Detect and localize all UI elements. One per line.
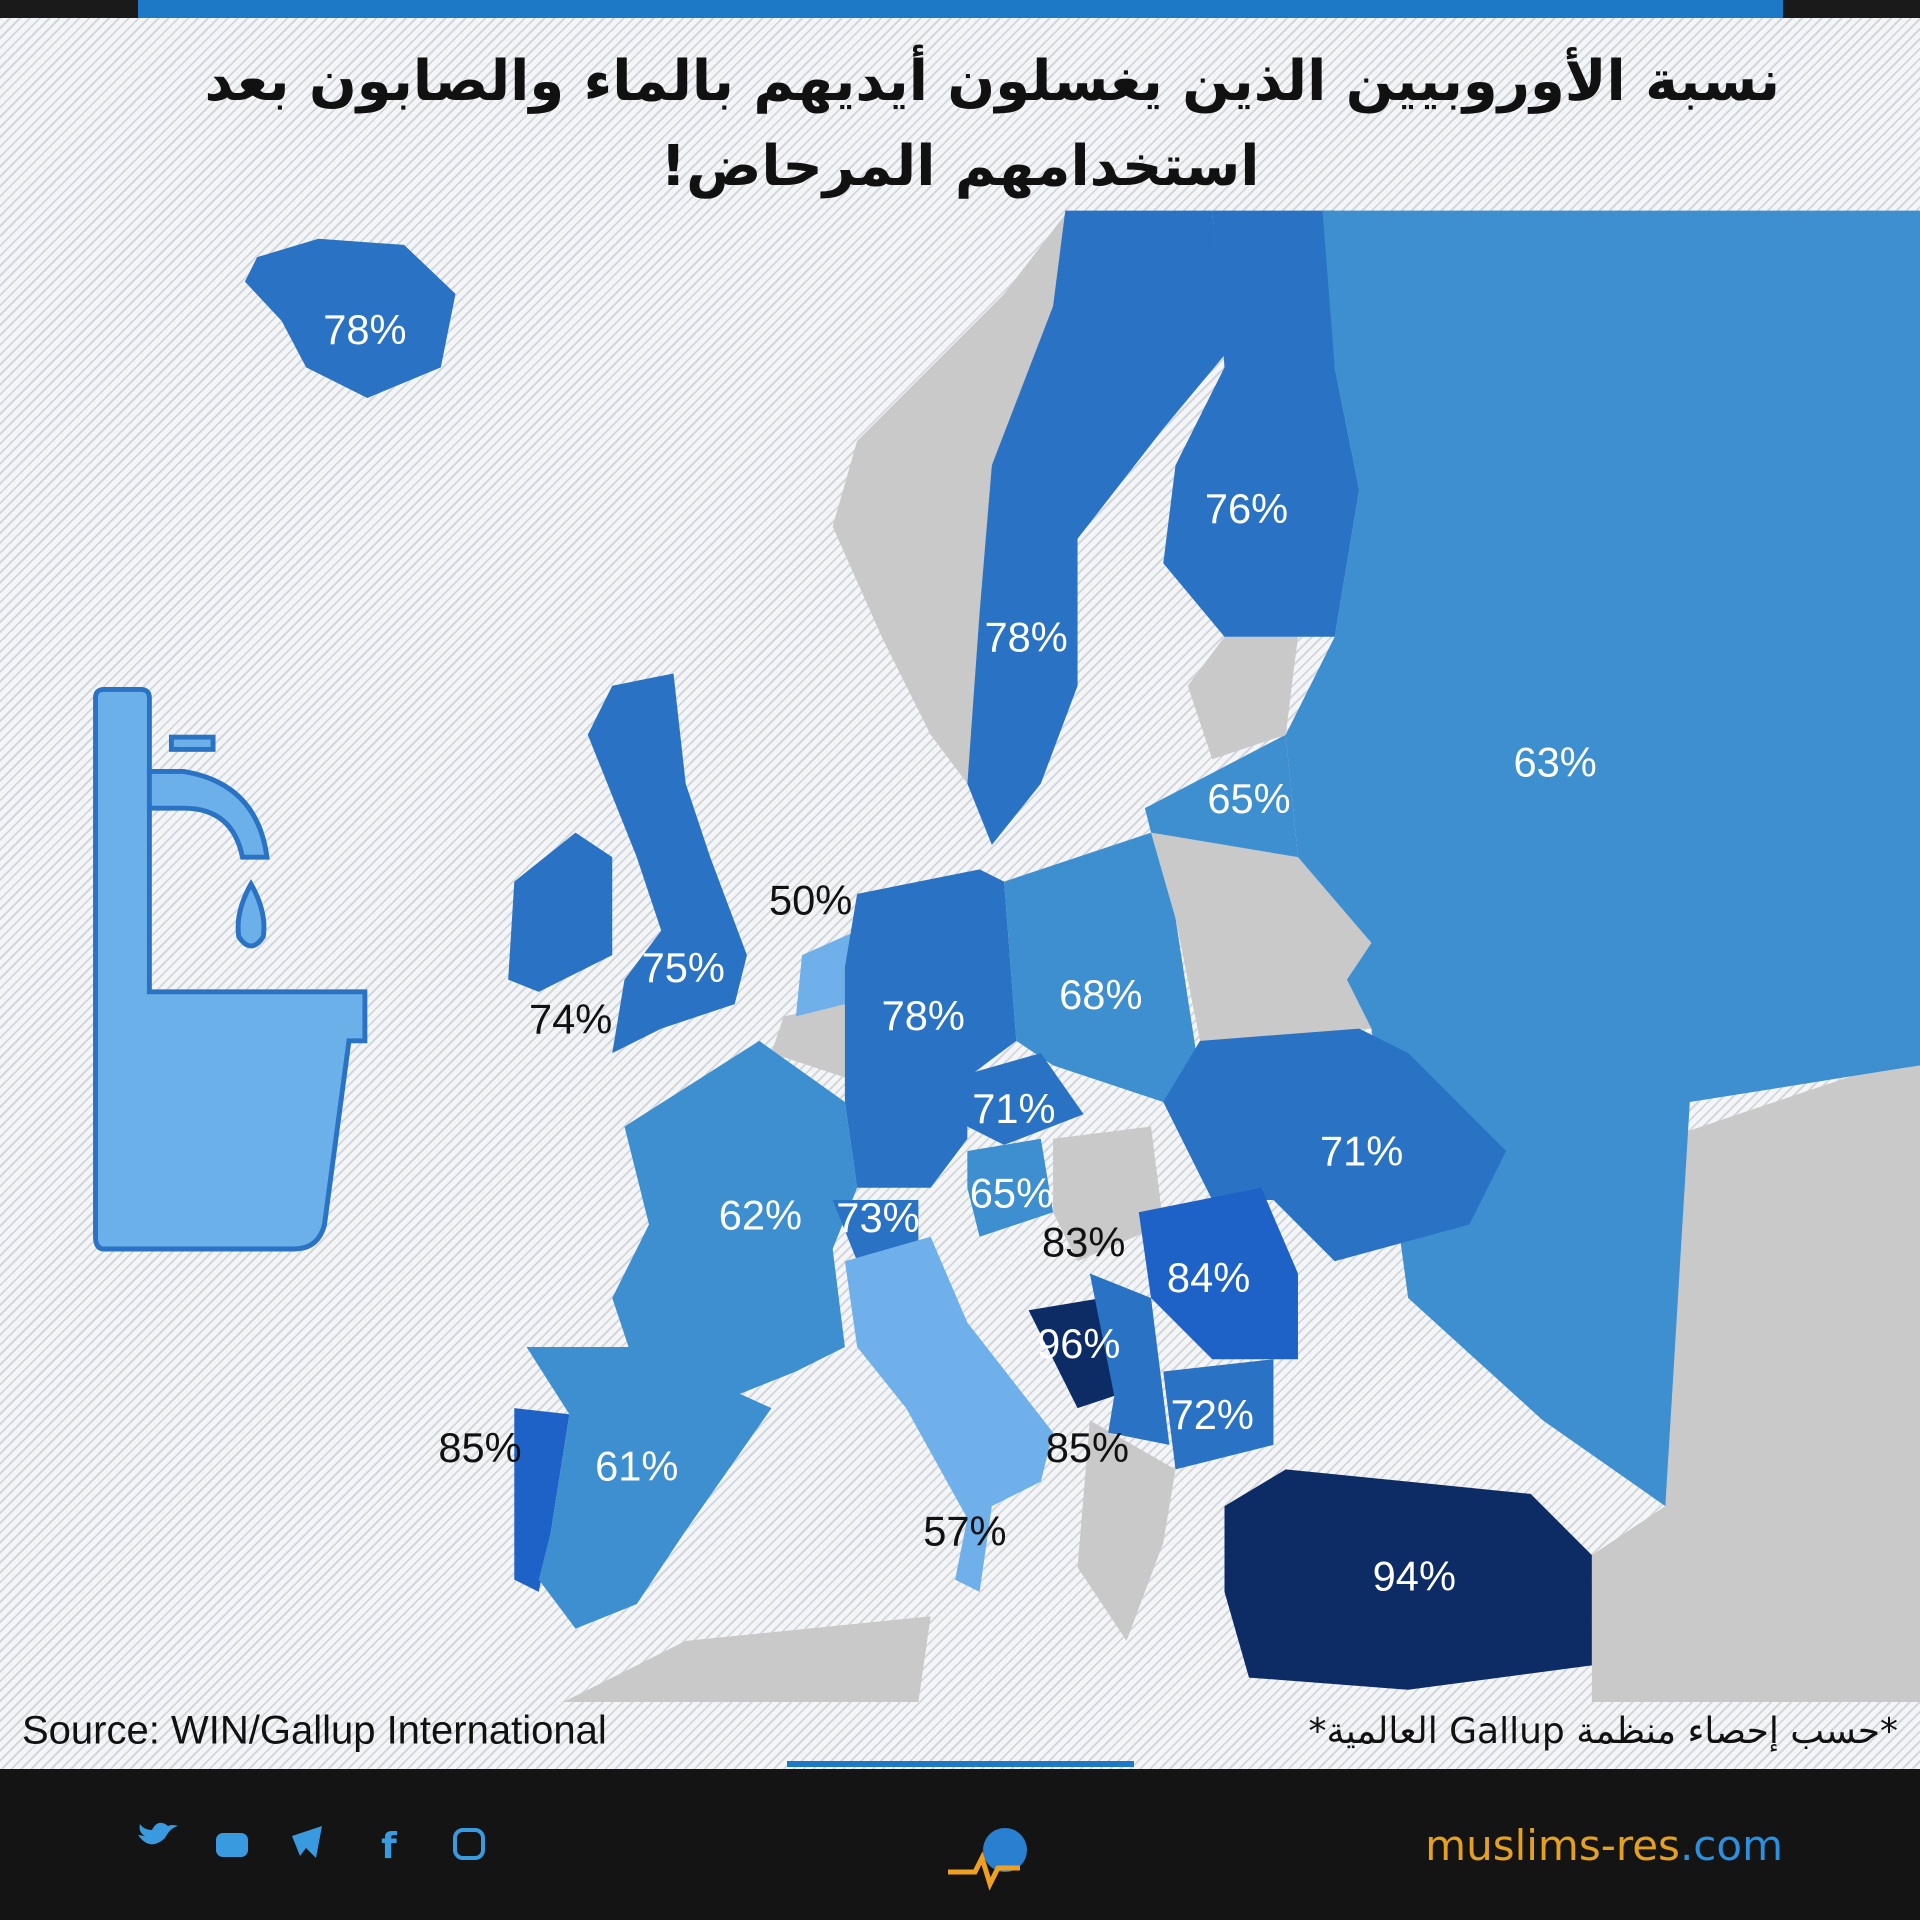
percent-label: 57% [923,1507,1006,1554]
country [844,869,1017,1188]
percent-label: 73% [836,1194,919,1241]
percent-label: 78% [984,613,1067,660]
percent-label: 71% [1320,1128,1403,1175]
country [1163,1359,1274,1470]
percent-label: 71% [972,1085,1055,1132]
source: Source: WIN/Gallup International [22,1709,607,1753]
country [1163,1028,1507,1262]
country [1144,734,1298,858]
percent-label: 94% [1373,1553,1456,1600]
percent-label: 78% [323,306,406,353]
twitter-icon[interactable] [138,1822,178,1845]
country [244,238,456,398]
title-line: استخدامهم المرحاض! [661,134,1260,199]
country [955,1053,1084,1145]
country [1028,1297,1115,1409]
percent-label: 63% [1513,738,1596,785]
country [832,1200,919,1262]
website-name[interactable]: muslims-res [1425,1821,1680,1870]
country [1053,1126,1164,1262]
telegram-icon[interactable] [292,1826,322,1858]
country [1004,832,1201,1103]
percent-label: 85% [438,1424,521,1471]
country [508,832,613,992]
country [967,1138,1054,1237]
logo [948,1828,1027,1891]
country [844,1236,1054,1592]
facebook-icon[interactable]: f [381,1826,397,1867]
percent-label: 65% [970,1169,1053,1216]
percent-label: 72% [1171,1391,1254,1438]
country [526,1346,772,1629]
percent-label: 74% [529,995,612,1042]
top-accent [138,0,1783,18]
instagram-icon[interactable] [453,1828,485,1860]
youtube-icon[interactable] [216,1833,248,1857]
country [1163,210,1360,637]
percent-label: 61% [595,1442,678,1489]
percent-label: 65% [1207,775,1290,822]
footer [0,1769,1920,1920]
country [612,1040,858,1396]
percent-label: 96% [1037,1320,1120,1367]
note: *حسب إحصاء منظمة Gallup العالمية* [1308,1711,1898,1752]
percent-label: 62% [719,1191,802,1238]
percent-label: 85% [1046,1424,1129,1471]
country [1089,1273,1170,1445]
country [514,1408,570,1592]
percent-label: 75% [642,944,725,991]
social-icons: f [138,1822,485,1867]
percent-label: 50% [769,877,852,924]
country [795,930,858,1017]
country [587,673,747,1054]
percent-label: 83% [1042,1218,1125,1265]
faucet-icon [93,686,368,1252]
country [1138,1187,1298,1360]
website[interactable]: muslims-res.com [1425,1821,1783,1870]
percent-label: 76% [1205,485,1288,532]
percent-label: 78% [882,992,965,1039]
country [967,210,1225,845]
map: 78% 76% 78% 65% 63% 50% 75% 74% 78% 68% 71% 71% 62% 7… [93,210,1920,1703]
website-domain[interactable]: .com [1680,1821,1783,1870]
divider [787,1761,1134,1767]
percent-label: 68% [1059,971,1142,1018]
title-line: نسبة الأوروبيين الذين يغسلون أيديهم بالم… [205,44,1781,114]
percent-label: 84% [1167,1254,1250,1301]
country [1224,1469,1592,1690]
